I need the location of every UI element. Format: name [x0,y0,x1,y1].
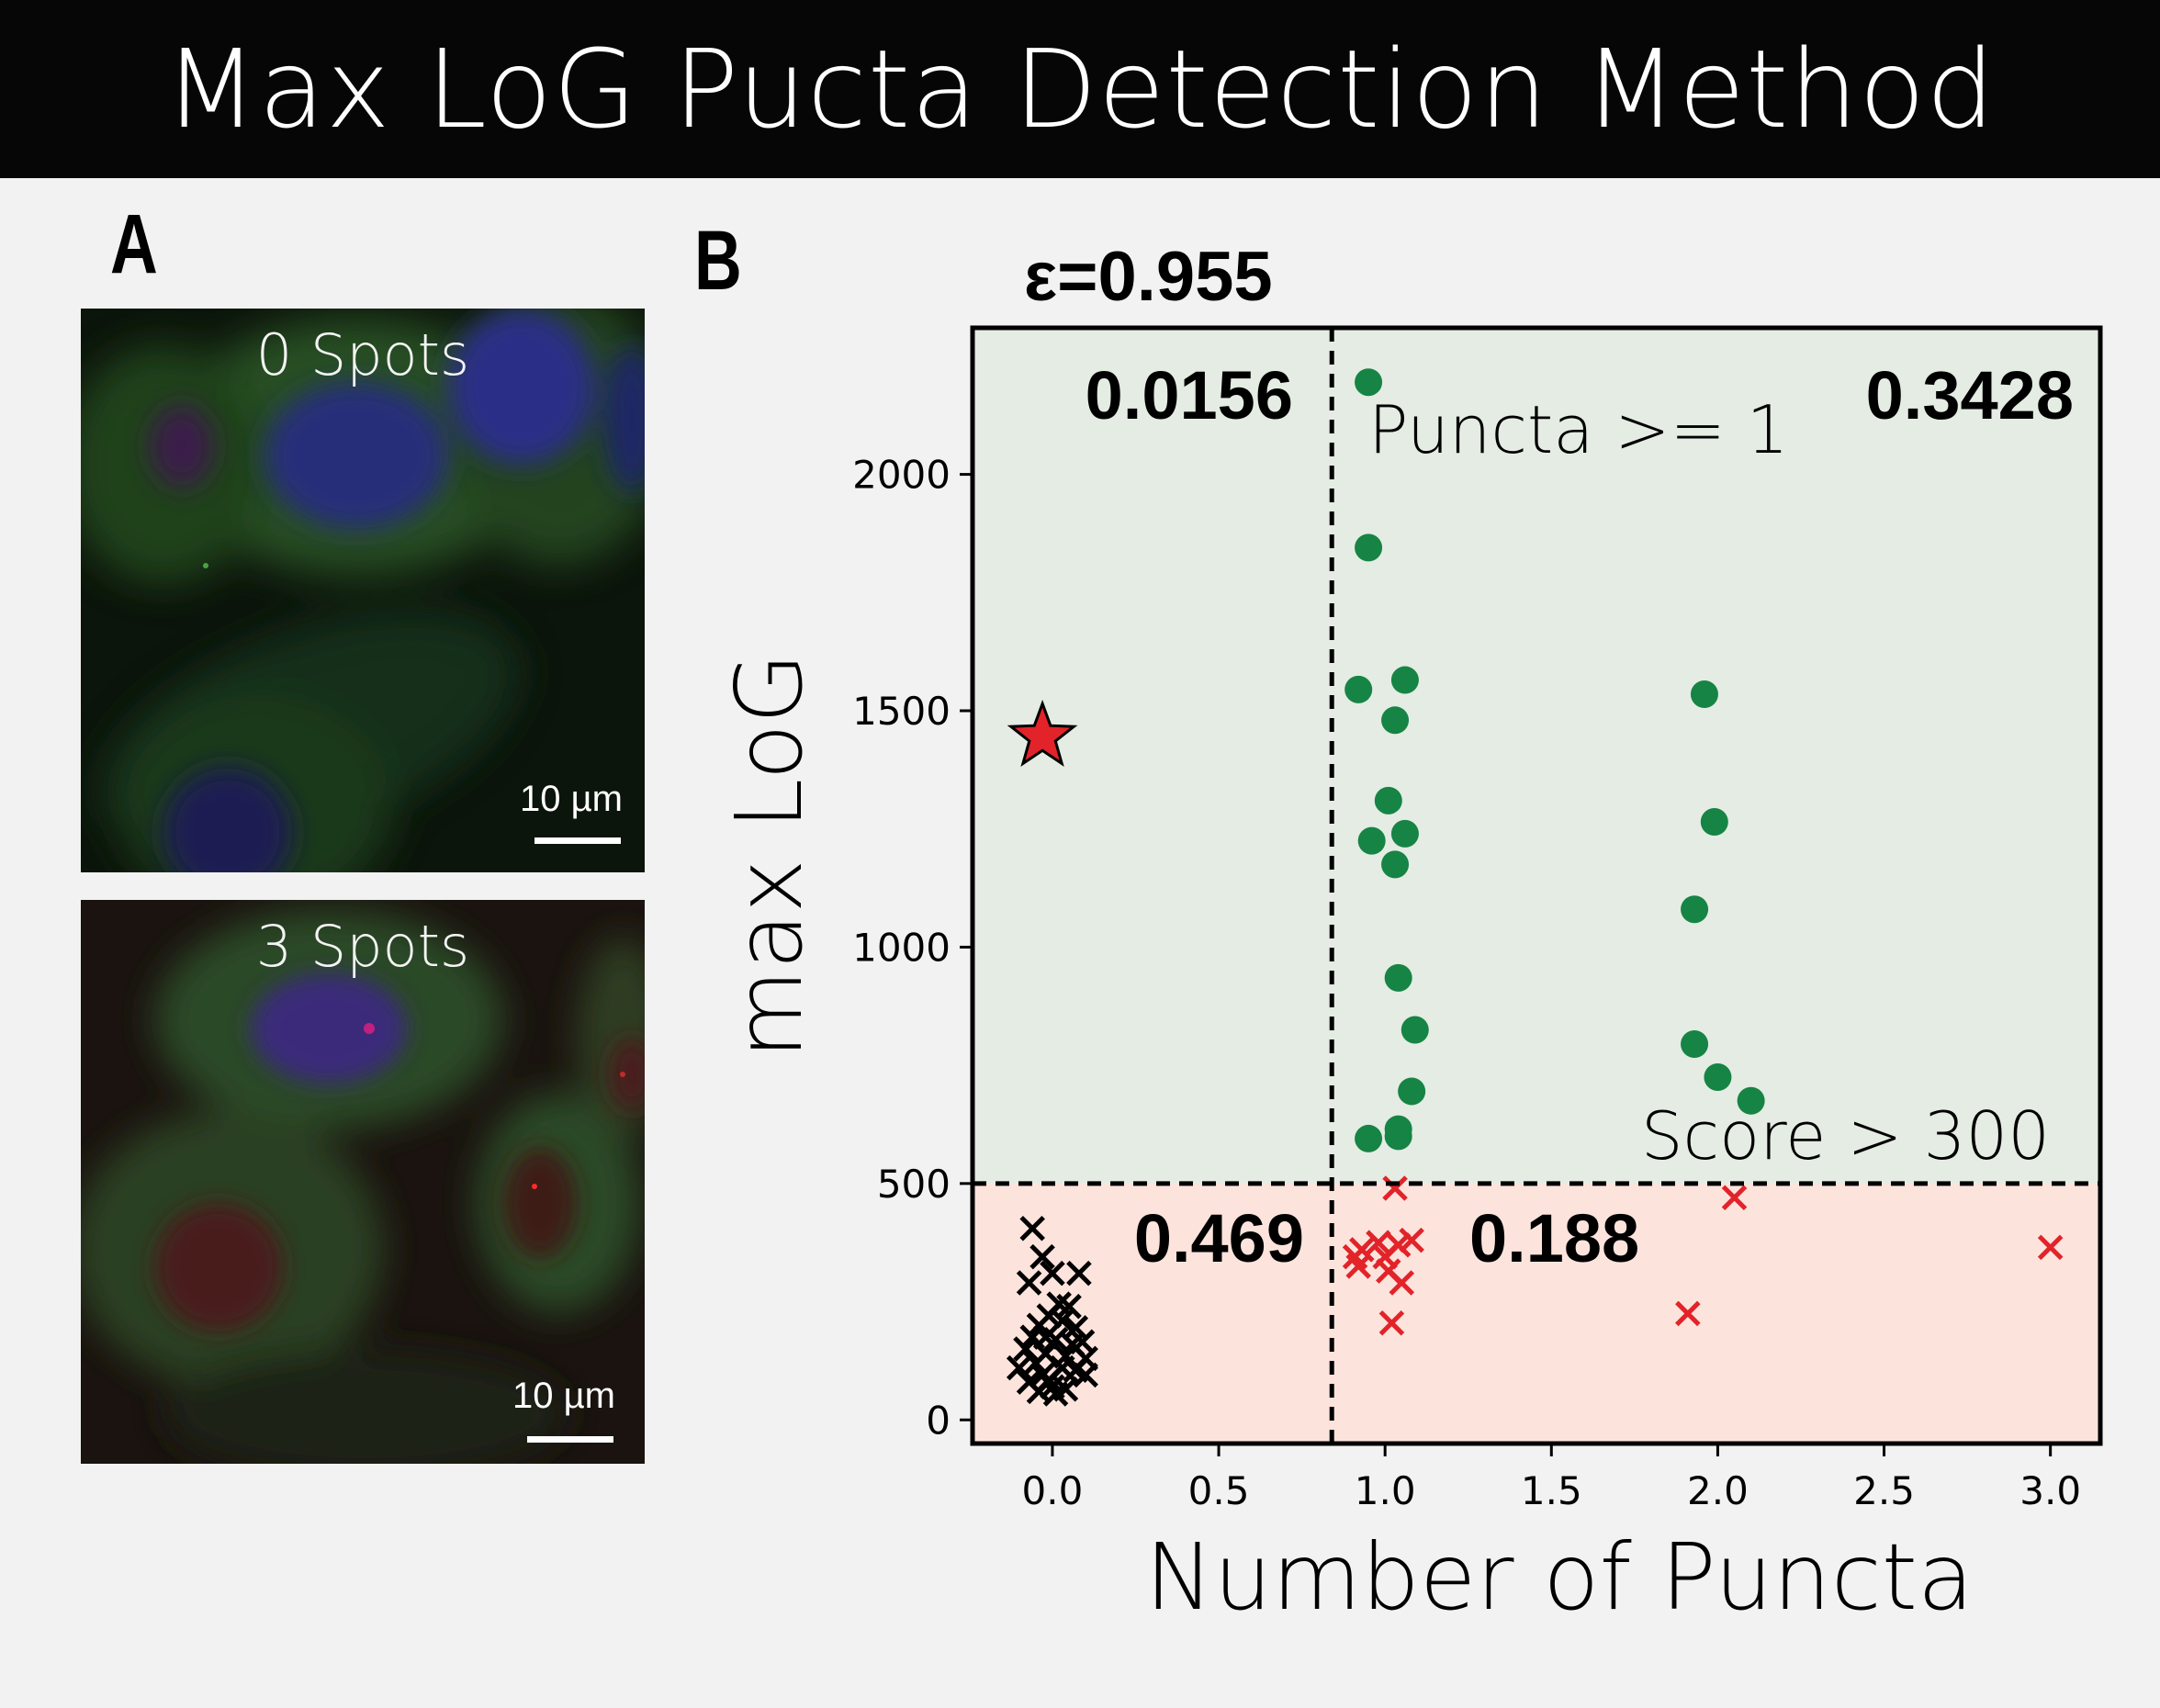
quadrant-value-bottom-right: 0.188 [1469,1200,1639,1276]
score-threshold-label: Score > 300 [1641,1097,2050,1174]
data-point-x [1016,1270,1042,1296]
data-point-circle [1398,1077,1426,1106]
data-point-circle [1390,819,1419,848]
quadrant-value-top-right: 0.3428 [1866,357,2074,433]
quadrant-value-top-left: 0.0156 [1086,357,1293,433]
panel-b-letter: B [694,214,742,308]
title-banner: Max LoG Pucta Detection Method [0,0,2160,178]
data-point-x [1389,1270,1415,1296]
data-point-circle [1355,534,1383,562]
data-point-x [1042,1381,1069,1407]
micrograph-image [81,309,645,872]
data-point-x [1019,1215,1045,1242]
chart-title: ε=0.955 [1024,238,1273,316]
x-tick-label: 2.0 [1687,1468,1749,1513]
data-point-x [1036,1366,1063,1393]
data-point-circle [1381,850,1410,879]
data-point-circle [1384,1115,1412,1143]
data-point-circle [1355,368,1383,397]
data-point-circle [1401,1016,1429,1044]
x-tick-label: 2.5 [1853,1468,1915,1513]
spot-count-label: 0 Spots [255,321,470,388]
data-point-circle [1384,963,1412,992]
data-point-x [1675,1300,1701,1327]
data-point-x [1399,1227,1424,1253]
data-point-circle [1700,807,1728,836]
y-axis-label: max LoG [715,653,823,1059]
x-tick-label: 0.0 [1022,1468,1084,1513]
panel-a-letter: A [110,197,158,291]
y-tick-label: 2000 [852,453,951,498]
data-point-x [1059,1332,1086,1357]
scale-bar [534,837,621,844]
y-tick-label: 1000 [852,925,951,970]
micrograph-zero-spots: 0 Spots 10 µm [81,309,645,872]
data-point-x [2037,1234,2064,1261]
data-point-x [1382,1175,1408,1201]
scale-bar-label: 10 µm [512,1376,615,1416]
data-point-circle [1737,1086,1765,1115]
plot-frame [970,325,2103,1446]
y-tick-label: 1500 [852,689,951,734]
data-point-x [1066,1260,1092,1287]
data-point-x [1385,1232,1412,1258]
x-tick-label: 3.0 [2019,1468,2081,1513]
quadrant-value-bottom-left: 0.469 [1134,1200,1304,1276]
data-point-x [1366,1230,1391,1255]
data-point-circle [1357,826,1386,855]
data-point-x [1040,1260,1065,1287]
micrograph-image [81,900,645,1464]
data-point-x [1032,1324,1059,1350]
data-point-circle [1390,666,1419,694]
x-tick-label: 1.0 [1355,1468,1416,1513]
puncta-threshold-label: Puncta >= 1 [1368,391,1789,468]
figure-title: Max LoG Pucta Detection Method [163,26,1997,152]
data-point-circle [1344,675,1373,703]
data-point-x [1345,1253,1371,1279]
scale-bar-label: 10 µm [520,779,623,819]
data-point-circle [1355,1124,1383,1152]
data-point-circle [1374,786,1402,815]
data-point-star [1007,699,1078,768]
data-point-circle [1681,1029,1709,1058]
region-score-below [973,1183,2100,1444]
data-point-circle [1704,1063,1732,1092]
x-tick-label: 1.5 [1521,1468,1582,1513]
data-point-circle [1381,706,1410,735]
data-point-x [1378,1309,1405,1336]
y-tick-label: 0 [926,1398,951,1443]
data-point-x [1006,1354,1032,1381]
spot-count-label: 3 Spots [255,913,470,980]
x-tick-label: 0.5 [1188,1468,1250,1513]
data-point-x [1013,1336,1039,1362]
data-point-x [1056,1293,1082,1320]
data-points [1006,368,2064,1407]
y-tick-label: 500 [877,1162,951,1207]
region-score-above [973,328,2100,1184]
data-point-x [1721,1185,1748,1211]
scale-bar [527,1436,613,1443]
data-point-x [1073,1362,1098,1388]
data-point-circle [1690,680,1718,708]
x-axis-label: Number of Puncta [1145,1523,1974,1631]
data-point-circle [1681,895,1709,924]
micrograph-three-spots: 3 Spots 10 µm [81,900,645,1464]
axis-ticks: 0.0 0.5 1.0 1.5 2.0 2.5 3.0 0 500 1000 1500 2000 [852,453,2081,1513]
data-point-x [1029,1243,1055,1270]
